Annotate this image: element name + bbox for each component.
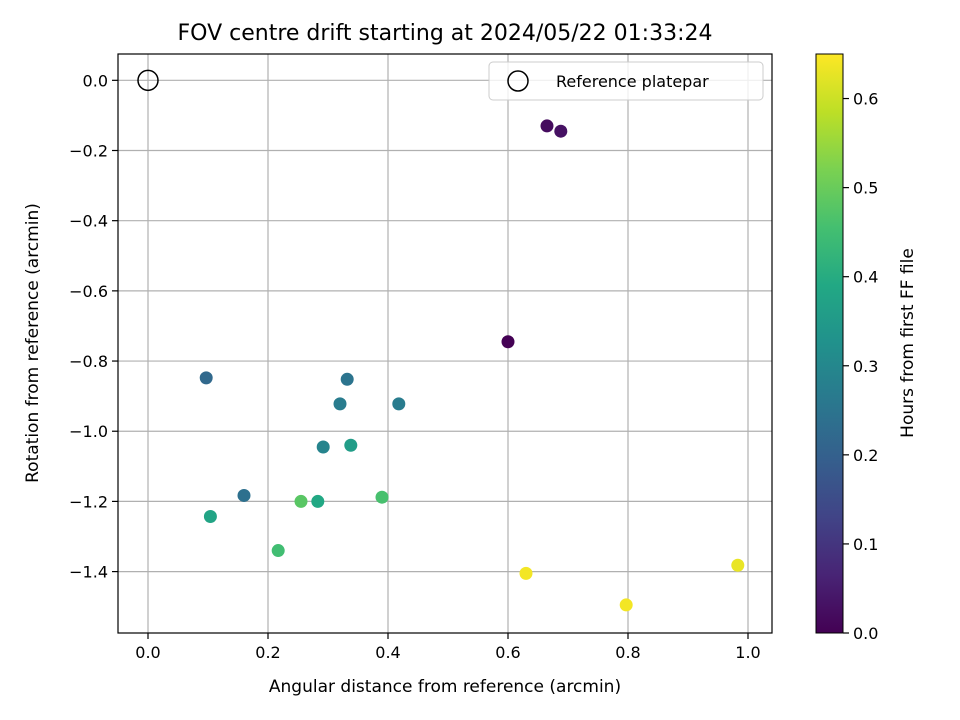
scatter-point <box>203 509 217 523</box>
y-tick-label: −1.2 <box>69 492 108 511</box>
scatter-point <box>519 566 533 580</box>
scatter-point <box>237 488 251 502</box>
y-tick-label: −0.6 <box>69 282 108 301</box>
legend-reference-marker <box>507 70 529 92</box>
colorbar-gradient <box>815 53 844 634</box>
y-tick-label: 0.0 <box>83 71 108 90</box>
scatter-point <box>271 544 285 558</box>
x-tick-label: 0.6 <box>495 643 520 662</box>
colorbar-tick-label: 0.4 <box>853 268 878 287</box>
scatter-point <box>316 440 330 454</box>
reference-marker <box>137 69 159 92</box>
x-tick-label: 0.4 <box>375 643 400 662</box>
scatter-point <box>340 372 354 386</box>
chart-title: FOV centre drift starting at 2024/05/22 … <box>178 21 713 46</box>
y-tick-label: −0.4 <box>69 212 108 231</box>
x-axis-ticks: 0.0 0.2 0.4 0.6 0.8 1.0 <box>135 633 761 662</box>
legend-reference-label: Reference platepar <box>556 72 709 91</box>
x-tick-label: 0.2 <box>255 643 280 662</box>
plot-area-frame <box>117 53 773 634</box>
scatter-point <box>294 494 308 508</box>
colorbar-label: Hours from first FF file <box>898 248 918 438</box>
colorbar-tick-label: 0.5 <box>853 179 878 198</box>
scatter-point <box>199 371 213 385</box>
scatter-point <box>501 335 515 349</box>
legend: Reference platepar <box>488 61 764 101</box>
colorbar: 0.0 0.1 0.2 0.3 0.4 0.5 0.6 Hours from first F… <box>815 53 918 643</box>
x-tick-label: 0.8 <box>615 643 640 662</box>
scatter-point <box>375 490 389 504</box>
scatter-point <box>731 558 745 572</box>
y-tick-label: −0.8 <box>69 352 108 371</box>
scatter-point <box>344 438 358 452</box>
y-axis-ticks: 0.0 −0.2 −0.4 −0.6 −0.8 −1.0 −1.2 −1.4 <box>69 71 118 582</box>
colorbar-tick-label: 0.6 <box>853 90 878 109</box>
scatter-point <box>554 124 568 138</box>
y-tick-label: −1.0 <box>69 422 108 441</box>
colorbar-tick-label: 0.3 <box>853 357 878 376</box>
colorbar-ticks: 0.0 0.1 0.2 0.3 0.4 0.5 0.6 <box>843 90 878 643</box>
x-tick-label: 0.0 <box>135 643 160 662</box>
scatter-point <box>333 397 347 411</box>
scatter-point <box>392 397 406 411</box>
y-tick-label: −0.2 <box>69 142 108 161</box>
colorbar-tick-label: 0.1 <box>853 535 878 554</box>
x-axis-label: Angular distance from reference (arcmin) <box>269 677 621 697</box>
legend-box <box>488 61 764 101</box>
scatter-point <box>619 598 633 612</box>
grid-lines <box>118 54 772 633</box>
y-tick-label: −1.4 <box>69 563 108 582</box>
colorbar-tick-label: 0.2 <box>853 446 878 465</box>
y-axis-label: Rotation from reference (arcmin) <box>23 203 43 483</box>
scatter-point <box>540 119 554 133</box>
data-points <box>199 119 745 612</box>
scatter-point <box>311 494 325 508</box>
colorbar-tick-label: 0.0 <box>853 624 878 643</box>
x-tick-label: 1.0 <box>735 643 760 662</box>
